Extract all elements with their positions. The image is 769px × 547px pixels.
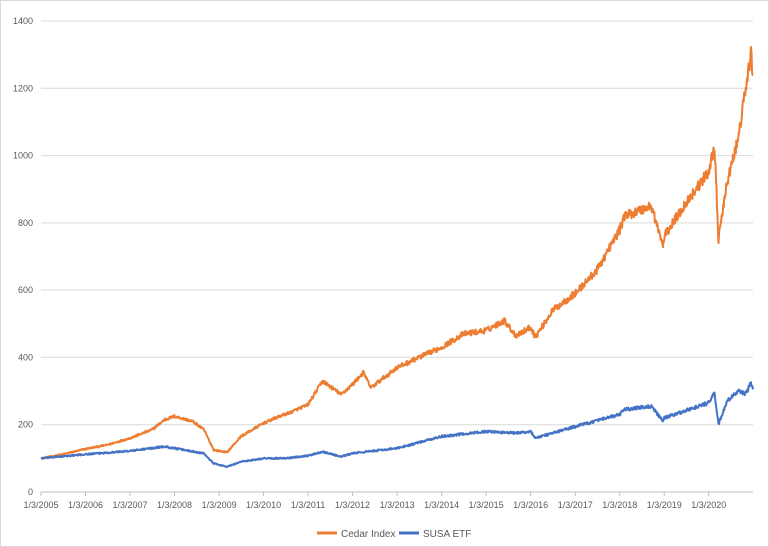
x-tick-label: 1/3/2009 [202,500,237,510]
x-tick-label: 1/3/2020 [691,500,726,510]
x-tick-label: 1/3/2015 [469,500,504,510]
y-tick-label: 400 [18,352,33,362]
gridlines [41,20,753,426]
x-tick-label: 1/3/2008 [157,500,192,510]
x-axis-ticks: 1/3/2005 1/3/2006 1/3/2007 1/3/2008 1/3/2009… [23,492,726,510]
x-tick-label: 1/3/2007 [112,500,147,510]
x-tick-label: 1/3/2014 [424,500,459,510]
x-tick-label: 1/3/2012 [335,500,370,510]
series-lines [40,45,754,469]
legend-label: SUSA ETF [423,529,471,540]
x-tick-label: 1/3/2006 [68,500,103,510]
legend: Cedar Index SUSA ETF [317,529,471,540]
x-tick-label: 1/3/2010 [246,500,281,510]
x-tick-label: 1/3/2005 [23,500,58,510]
x-tick-label: 1/3/2019 [647,500,682,510]
series-line [40,381,754,469]
x-tick-label: 1/3/2017 [558,500,593,510]
x-tick-label: 1/3/2011 [291,500,325,510]
x-tick-label: 1/3/2018 [602,500,637,510]
x-tick-label: 1/3/2016 [513,500,548,510]
y-tick-label: 1200 [13,83,33,93]
series-line [40,45,754,460]
y-tick-label: 600 [18,285,33,295]
y-tick-label: 800 [18,218,33,228]
y-tick-label: 200 [18,420,33,430]
y-tick-label: 1000 [13,151,33,161]
y-tick-label: 1400 [13,16,33,26]
x-tick-label: 1/3/2013 [380,500,415,510]
legend-label: Cedar Index [341,529,395,540]
y-tick-label: 0 [28,487,33,497]
y-axis-ticks: 0 200 400 600 800 1000 1200 1400 [13,16,33,497]
